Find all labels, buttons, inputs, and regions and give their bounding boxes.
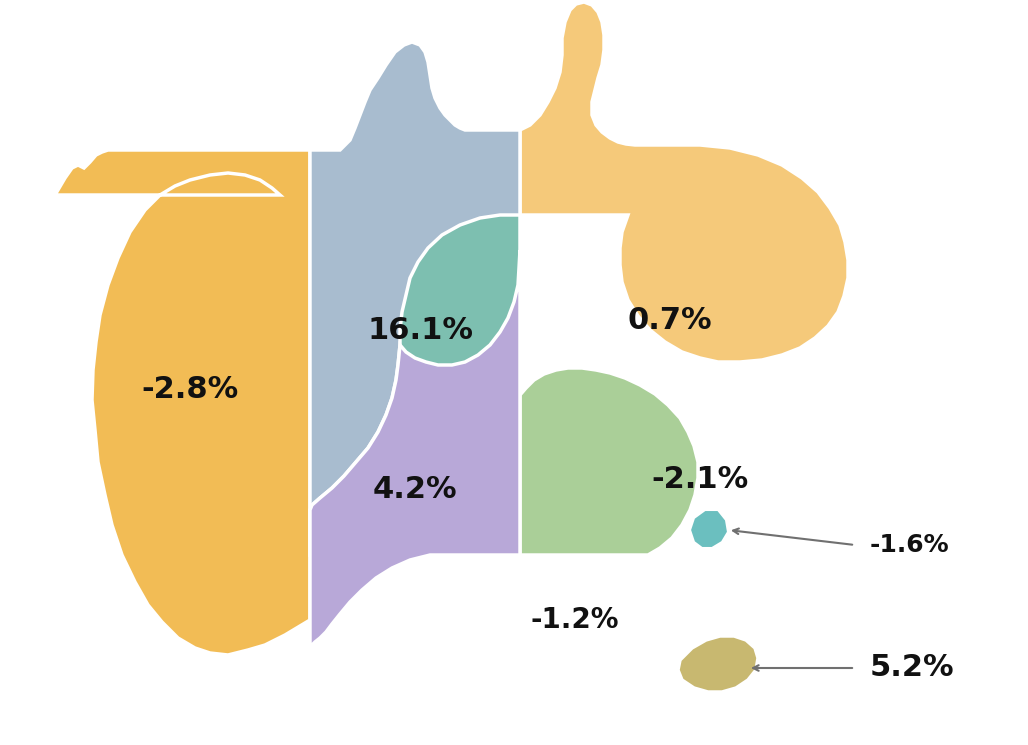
Polygon shape [520,368,698,555]
Polygon shape [56,150,310,655]
Polygon shape [310,215,520,555]
Polygon shape [520,2,848,362]
Text: 0.7%: 0.7% [628,305,712,335]
Text: -1.6%: -1.6% [870,533,950,557]
Polygon shape [678,636,758,692]
Polygon shape [310,42,520,555]
Text: -2.8%: -2.8% [142,375,238,405]
Polygon shape [310,250,520,647]
Text: -1.2%: -1.2% [530,606,619,634]
Text: -2.1%: -2.1% [652,466,748,495]
Text: 16.1%: 16.1% [367,315,473,344]
Text: 4.2%: 4.2% [373,475,457,504]
Text: 5.2%: 5.2% [870,653,955,682]
Polygon shape [690,510,728,548]
